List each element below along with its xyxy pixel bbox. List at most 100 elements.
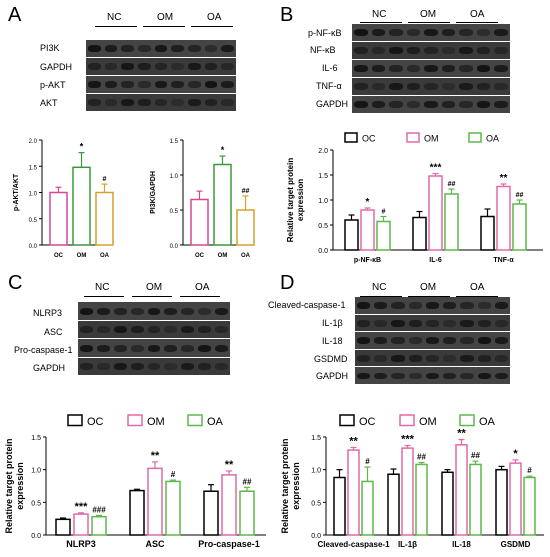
blot-band [477, 319, 491, 327]
y-tick-label: 1.0 [31, 468, 41, 475]
blot-band [371, 29, 386, 37]
legend-swatch [127, 414, 143, 427]
blot-band [147, 307, 161, 315]
x-tick-label: NLRP3 [66, 539, 96, 549]
blot-band [215, 344, 228, 352]
blot-band [425, 372, 440, 380]
legend-label: OM [419, 416, 437, 428]
blot-band [80, 307, 93, 315]
blot-band [221, 99, 234, 107]
y-tick-label: 0.5 [318, 223, 328, 230]
group-label-om: OM [157, 12, 174, 23]
blot-band [121, 81, 134, 89]
blot-row [352, 96, 510, 114]
blot-band [494, 337, 508, 345]
blot-band [104, 81, 118, 89]
blot-band [357, 302, 371, 309]
bar [95, 191, 114, 246]
blot-band [188, 81, 201, 89]
blot-band [171, 81, 184, 89]
legend-label: OC [362, 134, 376, 144]
blot-band [476, 29, 491, 37]
group-label-nc: NC [107, 12, 122, 23]
blot-band [164, 363, 178, 371]
blot-band [477, 302, 491, 309]
y-axis-label: Relative target protein [280, 438, 290, 533]
blot-band [354, 65, 368, 73]
bar [236, 209, 255, 246]
significance-mark: ## [516, 192, 524, 199]
blot-band [147, 344, 161, 352]
blot-band [391, 337, 405, 345]
bar [415, 463, 428, 536]
significance-mark: *** [430, 163, 442, 174]
blot-band [477, 372, 491, 380]
legend-label: OA [207, 416, 224, 428]
x-tick-label: Cleaved-caspase-1 [317, 540, 390, 549]
blot-band [198, 326, 212, 334]
y-tick-label: 0.5 [29, 218, 38, 224]
bar-chart-p-akt-akt: 0.0 0.5 1.0 1.5 2.0 p-AKT/AKT OC * OM # OA [13, 139, 114, 259]
panel-letter-c: C [8, 272, 23, 294]
blot-band [104, 63, 118, 71]
y-tick-label: 0.0 [318, 248, 328, 255]
blot-row [352, 42, 510, 60]
blot-band [138, 81, 151, 89]
x-tick-label: p-NF-κB [354, 257, 381, 264]
panel-letter-a: A [8, 4, 22, 26]
significance-mark: ## [243, 477, 252, 486]
significance-mark: # [365, 457, 370, 466]
x-tick-label: OM [218, 253, 228, 259]
blot-band [408, 355, 422, 362]
bar [512, 203, 527, 251]
bar [190, 198, 209, 246]
bar [495, 468, 508, 536]
blot-band [130, 326, 144, 334]
blot-band [424, 65, 438, 73]
legend-swatch [406, 132, 420, 143]
blot-band [88, 45, 101, 53]
group-line-oa [191, 26, 233, 27]
legend-swatch [459, 414, 475, 427]
blot-band [476, 47, 491, 55]
significance-mark: # [103, 176, 107, 183]
legend-label: OM [147, 416, 165, 428]
legend-swatch [399, 414, 415, 427]
blot-band [154, 45, 168, 53]
blot-image-a [86, 40, 236, 112]
blot-band [424, 47, 438, 55]
bar [221, 474, 237, 536]
blot-row [352, 78, 510, 96]
bar [480, 215, 495, 251]
blot-row-label: PI3K [40, 43, 60, 53]
significance-mark: # [382, 209, 386, 216]
blot-row-label: TNF-α [316, 81, 342, 91]
blot-band [164, 307, 178, 315]
blot-band [389, 47, 403, 55]
significance-mark: * [221, 145, 225, 155]
blot-band [204, 63, 218, 71]
blot-band [477, 355, 491, 362]
blot-band [425, 302, 440, 309]
x-tick-label: IL-18 [452, 540, 471, 549]
blot-band [181, 344, 195, 352]
legend-swatch [187, 414, 203, 427]
blot-band [424, 101, 438, 109]
blot-band [138, 63, 151, 71]
x-tick-label: Pro-caspase-1 [198, 539, 260, 549]
significance-mark: ### [92, 505, 106, 514]
x-tick-label: OC [195, 253, 205, 259]
blot-band [406, 29, 421, 37]
panel-letter-d: D [280, 272, 295, 294]
blot-row [355, 297, 510, 315]
blot-band [164, 326, 178, 334]
blot-band [374, 337, 388, 345]
blot-band [389, 83, 403, 91]
blot-band [354, 47, 368, 55]
blot-row-label: GAPDH [40, 62, 73, 72]
bar [165, 480, 181, 536]
blot-row-label: GAPDH [316, 99, 349, 109]
group-line-oa [456, 296, 498, 297]
bar [441, 471, 454, 536]
blot-band [204, 81, 218, 89]
